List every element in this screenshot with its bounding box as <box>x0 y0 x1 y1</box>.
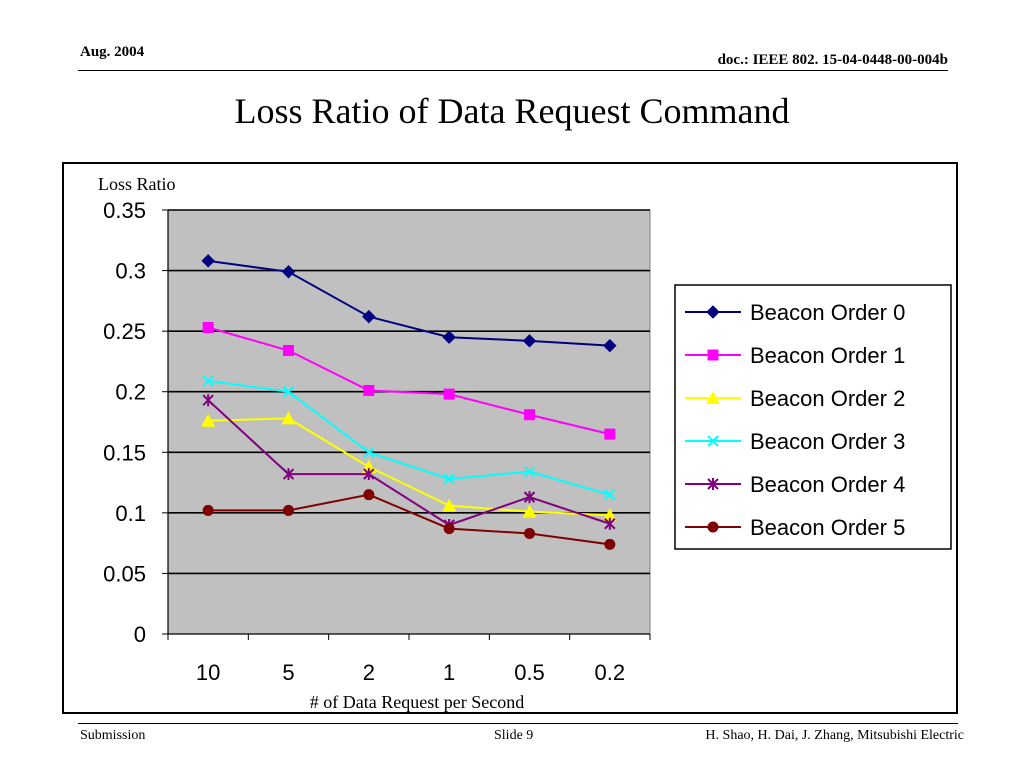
x-tick-label: 10 <box>196 660 220 685</box>
series-line-beacon-order-2 <box>208 417 610 517</box>
footer-slide-number: Slide 9 <box>494 728 534 743</box>
data-point-beacon-order-3 <box>363 446 375 458</box>
data-point-beacon-order-0 <box>201 254 215 268</box>
legend-swatch-marker <box>707 349 719 361</box>
data-point-beacon-order-1 <box>202 322 214 334</box>
data-point-beacon-order-4 <box>523 491 536 504</box>
legend-label: Beacon Order 1 <box>750 343 905 368</box>
data-point-beacon-order-0 <box>522 334 537 348</box>
data-point-beacon-order-0 <box>362 309 376 324</box>
data-point-beacon-order-5 <box>202 504 214 516</box>
data-point-beacon-order-2 <box>522 504 537 518</box>
header-doc-id: doc.: IEEE 802. 15-04-0448-00-004b <box>717 52 948 68</box>
y-axis-label: Loss Ratio <box>98 174 176 194</box>
data-point-beacon-order-4 <box>202 394 214 407</box>
x-tick-label: 5 <box>282 660 294 685</box>
data-point-beacon-order-3 <box>282 386 295 398</box>
data-point-beacon-order-4 <box>282 468 295 481</box>
legend-label: Beacon Order 5 <box>750 515 905 540</box>
y-tick-label: 0.3 <box>115 259 146 284</box>
data-point-beacon-order-1 <box>283 345 294 357</box>
data-point-beacon-order-2 <box>201 413 216 427</box>
data-point-beacon-order-2 <box>602 508 617 522</box>
footer-divider <box>78 723 958 724</box>
y-tick-label: 0.2 <box>115 380 146 405</box>
x-axis-label: # of Data Request per Second <box>310 692 524 712</box>
legend-swatch-marker <box>707 435 719 447</box>
series-line-beacon-order-0 <box>208 259 610 347</box>
x-tick-label: 1 <box>443 660 455 685</box>
chart-frame: 0 0.05 0.1 0.15 0.2 0.25 0.3 0.35 10 5 2 1 0.5 0.2 Los… <box>62 162 958 714</box>
data-point-beacon-order-5 <box>524 527 535 539</box>
data-point-beacon-order-1 <box>443 388 455 400</box>
legend-swatch-marker <box>707 521 719 533</box>
data-point-beacon-order-1 <box>604 428 616 440</box>
data-point-beacon-order-3 <box>202 375 214 387</box>
slide-title: Loss Ratio of Data Request Command <box>234 91 790 131</box>
y-tick-label: 0.35 <box>103 198 146 223</box>
y-tick-label: 0 <box>134 622 146 647</box>
legend-label: Beacon Order 4 <box>750 472 905 497</box>
data-point-beacon-order-3 <box>604 488 616 501</box>
series-line-beacon-order-1 <box>207 326 611 436</box>
data-point-beacon-order-1 <box>363 385 375 397</box>
data-point-beacon-order-1 <box>524 409 535 421</box>
legend-label: Beacon Order 2 <box>750 386 905 411</box>
legend-label: Beacon Order 3 <box>750 429 905 454</box>
data-point-beacon-order-4 <box>604 517 616 530</box>
legend <box>674 284 952 550</box>
series-line-beacon-order-4 <box>207 399 611 527</box>
data-point-beacon-order-2 <box>442 498 457 512</box>
plot-area <box>167 209 651 635</box>
y-tick-label: 0.1 <box>115 501 146 526</box>
y-tick-label: 0.15 <box>103 440 146 465</box>
data-point-beacon-order-3 <box>443 473 455 485</box>
x-tick-label: 0.2 <box>595 660 626 685</box>
data-point-beacon-order-5 <box>604 538 616 550</box>
legend-swatch-marker <box>706 305 720 319</box>
header-divider <box>78 70 948 71</box>
data-point-beacon-order-2 <box>281 411 296 425</box>
series-line-beacon-order-3 <box>208 379 611 496</box>
x-tick-label: 0.5 <box>514 660 545 685</box>
series-line-beacon-order-5 <box>208 493 610 546</box>
data-point-beacon-order-0 <box>281 265 296 279</box>
data-point-beacon-order-3 <box>523 465 536 478</box>
legend-label: Beacon Order 0 <box>750 300 905 325</box>
loss-ratio-chart: 0 0.05 0.1 0.15 0.2 0.25 0.3 0.35 10 5 2 1 0.5 0.2 Los… <box>98 174 952 712</box>
data-point-beacon-order-5 <box>443 523 455 535</box>
data-point-beacon-order-0 <box>603 338 617 353</box>
y-tick-label: 0.25 <box>103 319 146 344</box>
footer-submission: Submission <box>80 728 146 743</box>
header-date: Aug. 2004 <box>80 44 145 60</box>
data-point-beacon-order-0 <box>442 330 456 344</box>
data-point-beacon-order-4 <box>363 468 375 481</box>
x-tick-label: 2 <box>363 660 375 685</box>
data-point-beacon-order-5 <box>283 504 294 516</box>
legend-swatch-marker <box>706 391 720 404</box>
y-tick-label: 0.05 <box>103 561 146 586</box>
footer-authors: H. Shao, H. Dai, J. Zhang, Mitsubishi El… <box>705 728 964 743</box>
legend-swatch-marker <box>707 478 719 490</box>
data-point-beacon-order-5 <box>363 489 375 501</box>
